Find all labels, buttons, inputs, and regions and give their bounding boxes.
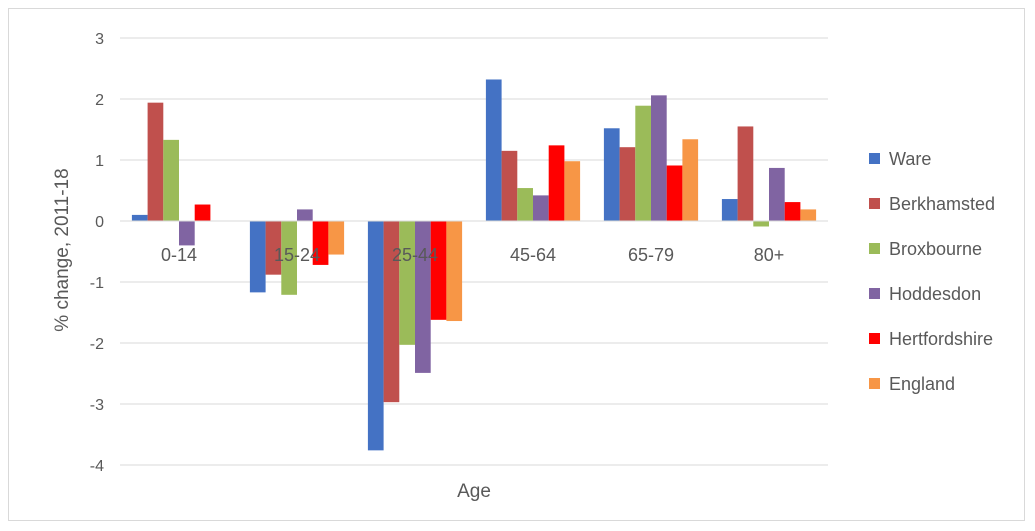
bar-england-65-79 — [682, 139, 699, 221]
y-tick-label: -1 — [90, 275, 104, 292]
bar-england-80+ — [800, 209, 817, 221]
bar-ware-80+ — [721, 199, 738, 221]
bar-berkhamsted-0-14 — [147, 102, 164, 221]
bar-broxbourne-0-14 — [163, 139, 179, 221]
bars — [120, 79, 828, 451]
legend-label-hertfordshire: Hertfordshire — [889, 329, 993, 349]
bar-broxbourne-25-44 — [399, 221, 415, 345]
bar-england-15-24 — [328, 221, 345, 255]
legend-swatch-england — [869, 378, 880, 389]
legend-swatch-hoddesdon — [869, 288, 880, 299]
bar-berkhamsted-65-79 — [619, 147, 636, 221]
bar-ware-65-79 — [603, 128, 620, 221]
y-tick-label: 2 — [95, 92, 104, 109]
bar-england-45-64 — [564, 161, 581, 221]
legend-swatch-hertfordshire — [869, 333, 880, 344]
x-category-label: 45-64 — [510, 245, 556, 265]
bar-hertfordshire-45-64 — [548, 145, 565, 221]
bar-hertfordshire-15-24 — [312, 221, 329, 265]
bar-broxbourne-45-64 — [517, 188, 533, 221]
y-tick-label: 1 — [95, 153, 104, 170]
x-category-label: 25-44 — [392, 245, 438, 265]
bar-berkhamsted-80+ — [737, 126, 754, 221]
bar-broxbourne-80+ — [753, 221, 769, 227]
x-category-label: 0-14 — [161, 245, 197, 265]
legend: Ware Berkhamsted Broxbourne Hoddesdon Hertfo… — [869, 149, 995, 394]
y-axis-ticks: 3 2 1 0 -1 -2 -3 -4 — [90, 31, 104, 475]
legend-label-england: England — [889, 374, 955, 394]
legend-swatch-ware — [869, 153, 880, 164]
y-tick-label: -4 — [90, 458, 104, 475]
bar-berkhamsted-15-24 — [265, 221, 282, 275]
legend-label-broxbourne: Broxbourne — [889, 239, 982, 259]
bar-ware-15-24 — [249, 221, 266, 293]
bar-berkhamsted-45-64 — [501, 150, 518, 221]
bar-ware-0-14 — [131, 214, 148, 221]
y-axis-title: % change, 2011-18 — [52, 168, 73, 331]
y-tick-label: -3 — [90, 397, 104, 414]
x-axis-title: Age — [457, 481, 491, 502]
bar-broxbourne-65-79 — [635, 105, 651, 221]
bar-hertfordshire-0-14 — [194, 204, 211, 221]
bar-ware-25-44 — [367, 221, 384, 451]
y-tick-label: -2 — [90, 336, 104, 353]
bar-hertfordshire-25-44 — [430, 221, 447, 320]
bar-hoddesdon-80+ — [769, 167, 785, 221]
bar-hoddesdon-65-79 — [651, 95, 667, 221]
bar-hoddesdon-45-64 — [533, 195, 549, 221]
bar-hoddesdon-0-14 — [179, 221, 195, 246]
bar-ware-45-64 — [485, 79, 502, 221]
x-category-label: 15-24 — [274, 245, 320, 265]
chart-frame — [8, 8, 1025, 521]
bar-england-25-44 — [446, 221, 463, 322]
legend-label-hoddesdon: Hoddesdon — [889, 284, 981, 304]
y-tick-label: 3 — [95, 31, 104, 48]
gridlines — [120, 37, 828, 466]
bar-hoddesdon-25-44 — [415, 221, 431, 373]
bar-broxbourne-15-24 — [281, 221, 297, 295]
y-tick-label: 0 — [95, 214, 104, 231]
x-category-label: 80+ — [754, 245, 785, 265]
x-category-label: 65-79 — [628, 245, 674, 265]
bar-hertfordshire-65-79 — [666, 165, 683, 221]
bar-berkhamsted-25-44 — [383, 221, 400, 403]
legend-swatch-broxbourne — [869, 243, 880, 254]
legend-label-ware: Ware — [889, 149, 931, 169]
bar-hoddesdon-15-24 — [297, 209, 313, 221]
x-axis-categories: 0-14 15-24 25-44 45-64 65-79 80+ — [161, 245, 784, 265]
legend-label-berkhamsted: Berkhamsted — [889, 194, 995, 214]
legend-swatch-berkhamsted — [869, 198, 880, 209]
bar-hertfordshire-80+ — [784, 202, 801, 221]
